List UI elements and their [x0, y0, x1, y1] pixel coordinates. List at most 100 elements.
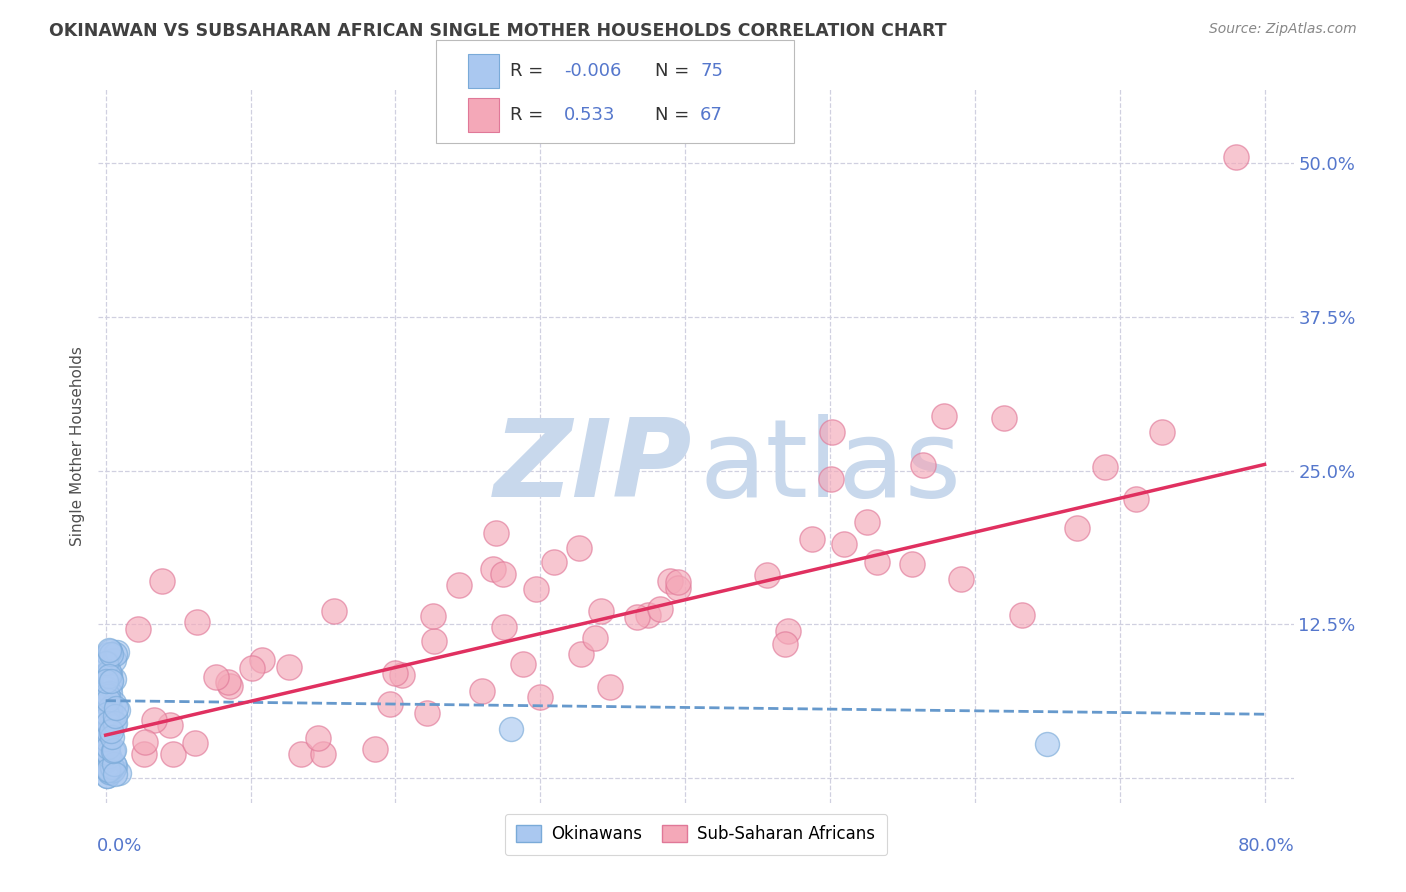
Point — [250, 653, 273, 667]
Point — [98, 669, 121, 683]
Point — [104, 767, 127, 781]
Point — [98, 765, 121, 780]
Point — [98, 761, 121, 775]
Text: atlas: atlas — [700, 415, 962, 520]
Text: 80.0%: 80.0% — [1237, 837, 1295, 855]
Point — [900, 557, 922, 571]
Point — [96, 687, 118, 701]
Point — [94, 666, 117, 681]
Point — [162, 747, 184, 761]
Point — [832, 537, 855, 551]
Point — [97, 739, 120, 754]
Point — [364, 742, 387, 756]
Point — [100, 713, 122, 727]
Point — [98, 680, 121, 694]
Point — [150, 574, 173, 588]
Point — [543, 555, 565, 569]
Point — [219, 680, 242, 694]
Point — [97, 647, 120, 661]
Text: 67: 67 — [700, 106, 723, 124]
Point — [422, 609, 444, 624]
Point — [492, 566, 515, 581]
Point — [100, 673, 122, 687]
Point — [97, 716, 120, 731]
Point — [1036, 737, 1059, 751]
Point — [526, 582, 548, 597]
Point — [134, 735, 156, 749]
Text: 0.533: 0.533 — [564, 106, 616, 124]
Point — [98, 701, 121, 715]
Point — [101, 764, 124, 778]
Point — [97, 763, 120, 777]
Point — [820, 472, 842, 486]
Point — [323, 604, 346, 618]
Point — [855, 515, 877, 529]
Point — [1011, 607, 1033, 622]
Point — [96, 742, 118, 756]
Point — [98, 644, 121, 658]
Point — [471, 683, 494, 698]
Point — [98, 686, 121, 700]
Text: R =: R = — [510, 106, 550, 124]
Point — [529, 690, 551, 704]
Point — [773, 637, 796, 651]
Point — [103, 653, 125, 667]
Point — [100, 710, 122, 724]
Text: N =: N = — [655, 106, 695, 124]
Point — [97, 665, 120, 680]
Point — [104, 709, 127, 723]
Point — [96, 769, 118, 783]
Point — [494, 620, 516, 634]
Point — [1225, 150, 1247, 164]
Point — [143, 713, 166, 727]
Point — [96, 698, 118, 712]
Point — [591, 604, 613, 618]
Point — [98, 695, 121, 709]
Point — [568, 541, 591, 556]
Point — [290, 747, 312, 761]
Point — [159, 718, 181, 732]
Point — [100, 760, 122, 774]
Point — [1066, 521, 1088, 535]
Point — [101, 730, 124, 744]
Point — [380, 698, 402, 712]
Point — [98, 666, 121, 681]
Text: 0.0%: 0.0% — [97, 837, 142, 855]
Point — [666, 574, 689, 589]
Point — [94, 656, 117, 670]
Point — [104, 716, 127, 731]
Text: ZIP: ZIP — [494, 415, 692, 520]
Point — [666, 582, 689, 596]
Point — [105, 701, 128, 715]
Point — [312, 747, 335, 761]
Point — [103, 672, 125, 686]
Point — [501, 722, 523, 736]
Point — [637, 607, 659, 622]
Point — [391, 667, 413, 681]
Point — [416, 706, 439, 720]
Point — [100, 766, 122, 780]
Point — [100, 673, 122, 688]
Text: -0.006: -0.006 — [564, 62, 621, 79]
Point — [96, 706, 118, 721]
Point — [96, 769, 118, 783]
Point — [626, 610, 648, 624]
Point — [97, 643, 120, 657]
Point — [277, 660, 299, 674]
Point — [866, 555, 889, 569]
Point — [801, 532, 824, 546]
Point — [423, 634, 446, 648]
Point — [756, 567, 779, 582]
Point — [97, 666, 120, 681]
Point — [934, 409, 956, 424]
Point — [1150, 425, 1173, 439]
Text: 75: 75 — [700, 62, 723, 79]
Point — [1125, 491, 1147, 506]
Text: N =: N = — [655, 62, 695, 79]
Point — [96, 674, 118, 689]
Point — [103, 743, 125, 757]
Point — [96, 737, 118, 751]
Point — [108, 765, 131, 780]
Point — [96, 693, 118, 707]
Point — [96, 761, 118, 775]
